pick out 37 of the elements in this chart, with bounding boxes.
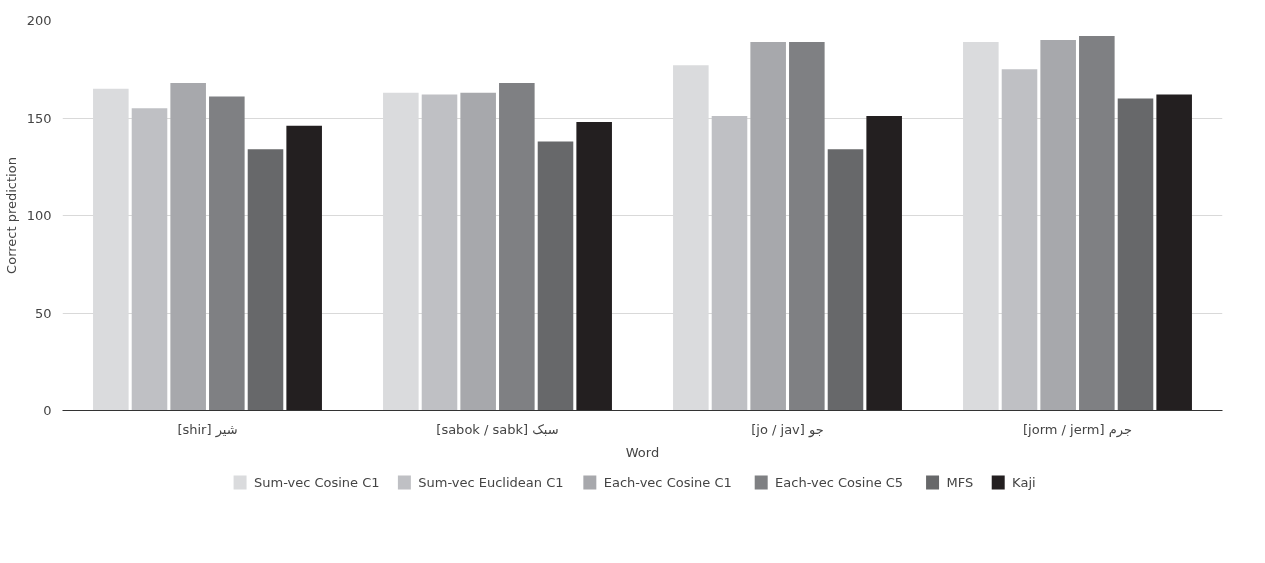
bar bbox=[1117, 98, 1154, 411]
legend-label: Kaji bbox=[1012, 475, 1036, 490]
legend-label: Each-vec Cosine C5 bbox=[775, 475, 904, 490]
bar bbox=[866, 116, 902, 411]
x-tick-label: [jorm / jerm] جرم bbox=[1023, 421, 1132, 438]
y-tick-label: 0 bbox=[43, 403, 52, 418]
bar bbox=[789, 41, 825, 411]
bar bbox=[1156, 94, 1192, 411]
bar bbox=[170, 82, 206, 411]
bar bbox=[711, 116, 748, 411]
x-tick-label: [shir] شیر bbox=[177, 421, 238, 438]
legend-label: Sum-vec Cosine C1 bbox=[253, 475, 380, 490]
x-axis-title: Word bbox=[625, 444, 660, 460]
legend-label: Each-vec Cosine C1 bbox=[603, 475, 732, 490]
y-tick-label: 150 bbox=[26, 110, 52, 126]
y-tick-label: 100 bbox=[26, 208, 52, 223]
y-tick-label: 50 bbox=[34, 305, 52, 321]
bar bbox=[499, 82, 535, 411]
bar bbox=[247, 149, 284, 411]
bar bbox=[460, 92, 496, 411]
legend-label: MFS bbox=[946, 475, 974, 490]
bar bbox=[537, 141, 574, 411]
x-tick-label: [sabok / sabk] سبک bbox=[436, 421, 559, 437]
bar bbox=[421, 94, 458, 411]
bar bbox=[827, 149, 864, 411]
x-tick-label: [jo / jav] جو bbox=[751, 421, 824, 438]
legend-label: Sum-vec Euclidean C1 bbox=[418, 475, 564, 490]
bar bbox=[286, 125, 322, 411]
bar bbox=[131, 108, 168, 411]
bar bbox=[750, 41, 786, 411]
y-axis-title: Correct prediction bbox=[3, 157, 19, 274]
bar bbox=[1079, 36, 1115, 411]
y-tick-label: 200 bbox=[26, 13, 52, 28]
bar bbox=[1040, 40, 1076, 411]
bar bbox=[209, 96, 245, 411]
bar bbox=[576, 121, 612, 411]
bar bbox=[1001, 69, 1038, 411]
